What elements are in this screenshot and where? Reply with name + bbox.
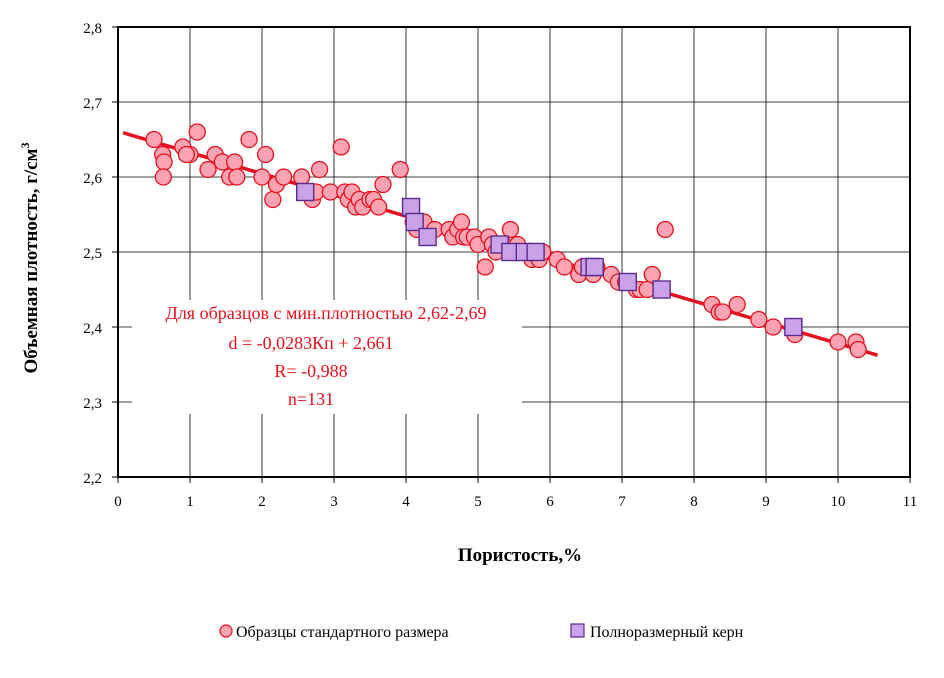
data-point-standard <box>240 130 258 149</box>
annotation-line-1: Для образцов с мин.плотностью 2,62-2,69 <box>166 303 487 323</box>
y-axis-title-superscript: 3 <box>18 143 32 149</box>
data-point-standard <box>750 310 768 329</box>
data-point-standard <box>555 258 574 276</box>
x-tick-label: 7 <box>618 494 626 510</box>
data-point-standard <box>274 168 293 186</box>
x-tick-label: 5 <box>474 494 482 510</box>
data-points <box>145 123 867 359</box>
data-point-standard <box>369 198 388 216</box>
data-point-standard <box>391 160 409 179</box>
data-point-core <box>618 272 637 292</box>
x-tick-label: 0 <box>114 494 122 510</box>
data-point-core <box>418 227 437 247</box>
data-point-standard <box>764 318 782 336</box>
data-point-core <box>585 257 604 277</box>
x-tick-label: 10 <box>831 494 846 510</box>
data-point-standard <box>145 130 163 149</box>
data-point-standard <box>256 145 275 164</box>
data-point-standard <box>374 175 392 194</box>
data-point-standard <box>714 303 732 321</box>
y-axis-title: Объемная плотность, г/см3 <box>18 143 42 374</box>
data-point-standard <box>292 168 311 186</box>
annotation-background <box>132 300 522 414</box>
data-point-standard <box>829 333 847 351</box>
x-tick-label: 4 <box>402 494 410 510</box>
x-axis-title: Пористость,% <box>458 545 582 566</box>
data-point-core <box>405 212 424 232</box>
data-point-standard <box>228 168 246 186</box>
data-point-standard <box>310 160 329 179</box>
y-axis-title-text: Объемная плотность, г/см <box>21 148 42 373</box>
data-point-core <box>784 317 803 337</box>
data-point-standard <box>643 265 661 284</box>
data-point-standard <box>253 168 271 186</box>
y-tick-label: 2,3 <box>83 396 102 412</box>
x-tick-label: 3 <box>330 494 338 510</box>
data-point-core <box>652 280 671 299</box>
x-tick-label: 8 <box>690 494 698 510</box>
data-point-standard <box>501 220 520 239</box>
data-point-standard <box>728 295 746 314</box>
x-tick-label: 1 <box>186 494 194 510</box>
x-tick-label: 11 <box>903 494 917 510</box>
data-point-standard <box>199 160 217 179</box>
data-point-core <box>296 182 315 202</box>
x-tick-label: 9 <box>762 494 770 510</box>
x-tick-label: 2 <box>258 494 266 510</box>
legend: Образцы стандартного размера Полноразмер… <box>138 607 848 655</box>
legend-box <box>138 607 848 655</box>
y-tick-label: 2,8 <box>83 21 102 37</box>
legend-label-standard: Образцы стандартного размера <box>236 624 449 641</box>
data-point-standard <box>155 153 173 171</box>
y-tick-label: 2,5 <box>83 246 102 262</box>
data-point-standard <box>656 220 674 239</box>
y-tick-label: 2,6 <box>83 171 102 187</box>
data-point-standard <box>332 138 350 156</box>
data-point-standard <box>264 190 282 209</box>
data-point-standard <box>849 340 867 359</box>
annotation-line-4: n=131 <box>288 389 334 409</box>
legend-label-core: Полноразмерный керн <box>590 624 744 641</box>
axis-ticks: 0 1 2 3 4 5 6 7 8 9 10 11 2,2 2,3 2,4 2,5 2,6 2,7 2,8 <box>83 21 917 510</box>
annotation: Для образцов с мин.плотностью 2,62-2,69 … <box>132 300 522 414</box>
y-tick-label: 2,2 <box>83 471 102 487</box>
y-tick-label: 2,4 <box>83 321 102 337</box>
data-point-core <box>526 242 545 262</box>
data-point-standard <box>476 258 494 276</box>
data-point-standard <box>177 145 196 164</box>
annotation-line-3: R= -0,988 <box>274 361 347 381</box>
series-1 <box>296 182 803 337</box>
data-point-standard <box>225 153 244 171</box>
legend-marker-core <box>570 623 585 638</box>
annotation-line-2: d = -0,0283Кп + 2,661 <box>229 333 394 353</box>
data-point-standard <box>452 213 471 231</box>
y-tick-label: 2,7 <box>83 96 102 112</box>
x-tick-label: 6 <box>546 494 554 510</box>
data-point-standard <box>321 183 340 201</box>
data-point-standard <box>188 123 206 141</box>
legend-marker-standard <box>219 624 233 638</box>
data-point-standard <box>154 168 173 186</box>
